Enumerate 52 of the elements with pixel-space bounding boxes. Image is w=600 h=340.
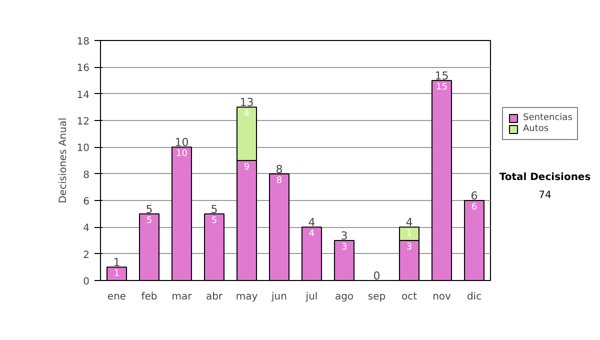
total-label: 8 [276,162,283,176]
total-label: 5 [146,202,153,216]
total-label: 15 [434,70,449,82]
data-label: 5 [211,216,218,226]
text: 74 [538,190,552,201]
total-label: 5 [210,202,218,216]
data-label: 9 [244,162,250,172]
y-tick-label: 14 [76,90,90,101]
x-tick-label: nov [432,292,452,302]
y-tick-label: 4 [83,223,90,234]
x-tick-label: sep [368,292,386,302]
data-label: 1 [406,229,412,240]
data-label: 3 [341,242,348,252]
y-tick-label: 10 [76,143,90,154]
data-label: 6 [471,202,478,212]
x-tick-label: mar [172,292,193,302]
data-label: 15 [436,82,448,92]
total-label: 13 [240,96,254,110]
data-label: 4 [244,109,250,120]
total-label: 4 [308,216,316,230]
x-tick-label: jun [270,292,287,302]
total-label: 6 [470,190,478,202]
data-label: 8 [276,176,282,186]
legend-label: Sentencias [523,113,572,123]
x-tick-label: jul [304,292,318,302]
y-axis-title: Decisiones Anual [58,118,69,204]
total-label: 0 [373,270,380,282]
y-tick-label: 16 [76,63,90,74]
x-tick-label: ene [107,292,126,302]
x-tick-label: oct [401,292,418,302]
y-tick-label: 2 [83,250,90,261]
total-label: 1 [113,256,120,270]
x-tick-label: dic [466,292,482,302]
x-tick-label: may [236,292,258,302]
y-tick-label: 6 [83,196,90,208]
y-tick-label: 0 [83,276,90,288]
x-tick-label: ago [334,292,354,302]
y-tick-label: 12 [76,116,90,128]
data-label: 4 [308,229,315,240]
x-tick-label: abr [206,292,224,302]
total-label: 3 [340,230,348,242]
data-label: 1 [114,269,120,280]
data-label: 5 [146,216,152,226]
total-label: 10 [174,136,189,150]
data-label: 3 [406,242,412,252]
data-label: 10 [176,149,188,160]
y-tick-label: 8 [83,170,90,181]
text: Total Decisiones [498,172,592,183]
legend-label: Autos [523,124,549,134]
x-tick-label: feb [141,292,158,302]
total-label: 4 [406,216,413,230]
y-tick-label: 18 [76,36,90,48]
